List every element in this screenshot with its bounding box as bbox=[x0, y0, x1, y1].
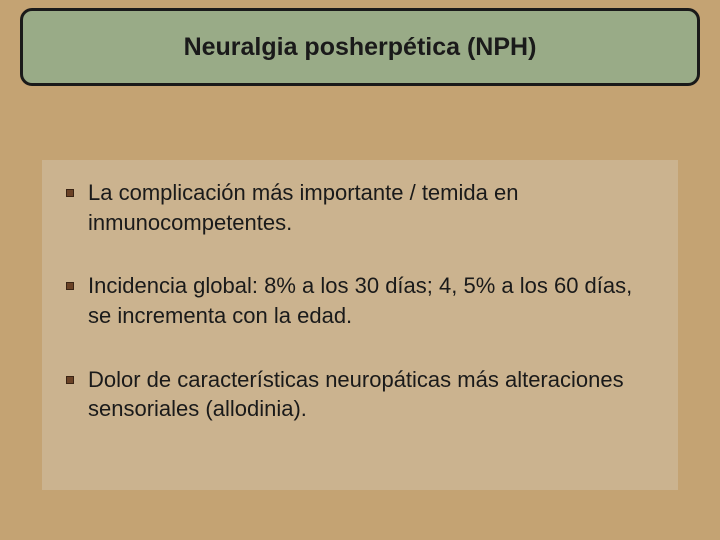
bullet-item: La complicación más importante / temida … bbox=[66, 178, 654, 237]
content-box: La complicación más importante / temida … bbox=[42, 160, 678, 490]
bullet-icon bbox=[66, 376, 74, 384]
bullet-icon bbox=[66, 282, 74, 290]
bullet-item: Dolor de características neuropáticas má… bbox=[66, 365, 654, 424]
bullet-text: Incidencia global: 8% a los 30 días; 4, … bbox=[88, 271, 654, 330]
slide-title: Neuralgia posherpética (NPH) bbox=[184, 33, 537, 62]
bullet-text: La complicación más importante / temida … bbox=[88, 178, 654, 237]
bullet-text: Dolor de características neuropáticas má… bbox=[88, 365, 654, 424]
bullet-icon bbox=[66, 189, 74, 197]
bullet-item: Incidencia global: 8% a los 30 días; 4, … bbox=[66, 271, 654, 330]
title-box: Neuralgia posherpética (NPH) bbox=[20, 8, 700, 86]
